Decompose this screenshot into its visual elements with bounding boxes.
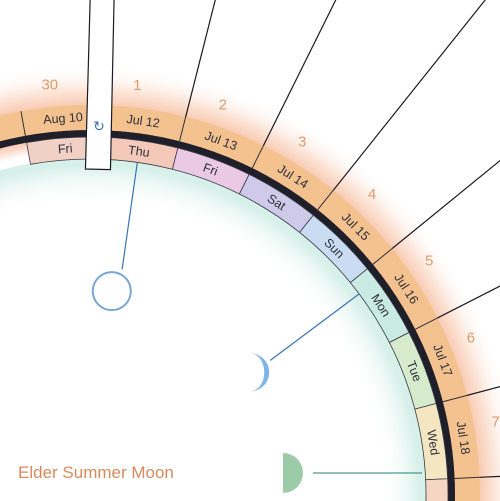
date-cell-divider — [20, 111, 26, 136]
day-spoke — [185, 0, 216, 118]
date-cell-divider — [317, 189, 334, 211]
day-spoke — [262, 0, 337, 146]
day-spoke — [332, 0, 486, 191]
weekday-label: Fri — [201, 160, 220, 178]
day-number: 3 — [298, 133, 306, 150]
date-cell-divider — [251, 145, 264, 169]
date-cell-divider — [372, 248, 393, 265]
weekday-cell — [425, 478, 449, 501]
day-spoke — [437, 285, 500, 319]
inner-glow-ring — [0, 158, 427, 501]
weekday-label: Fri — [57, 141, 73, 156]
day-spoke — [391, 159, 500, 249]
moon-pointer-line — [269, 293, 360, 361]
outer-glow — [0, 65, 500, 501]
calendar-bands — [0, 105, 480, 501]
month-start-marker — [84, 0, 115, 171]
new-moon-icon — [91, 271, 132, 312]
date-cell-divider — [454, 476, 480, 479]
moon-phases — [91, 162, 422, 493]
day-number: 1 — [133, 77, 141, 94]
waxing-crescent-icon — [250, 353, 270, 392]
moon-pointer-line — [121, 162, 138, 270]
date-cell-divider — [442, 394, 468, 403]
day-number: 30 — [41, 76, 58, 93]
day-spokes: ↻ — [84, 0, 500, 478]
date-cell-divider — [414, 317, 438, 330]
day-number: 7 — [491, 414, 499, 431]
date-label: Aug 10 — [43, 110, 84, 127]
weekday-label: Wed — [424, 429, 442, 456]
day-number: 6 — [467, 329, 475, 346]
day-number: 5 — [425, 253, 433, 270]
day-number: 4 — [368, 186, 376, 203]
date-label: Jul 18 — [454, 420, 473, 455]
weekday-label: Thu — [127, 143, 150, 160]
day-number: 2 — [219, 96, 227, 113]
moon-title: Elder Summer Moon — [18, 463, 174, 482]
date-cell-divider — [179, 116, 187, 142]
cycle-arrow-icon: ↻ — [93, 118, 105, 134]
date-label: Jul 12 — [126, 112, 161, 131]
first-quarter-icon — [283, 453, 303, 493]
